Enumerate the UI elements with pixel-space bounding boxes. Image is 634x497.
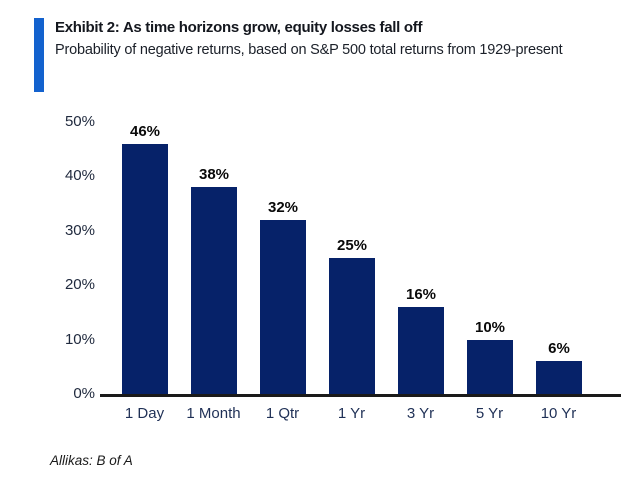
y-tick-label: 0% <box>73 385 95 402</box>
x-category-label: 3 Yr <box>406 405 435 422</box>
bar-column: 16% <box>398 286 444 394</box>
y-tick-label: 20% <box>64 276 95 294</box>
exhibit-accent-bar <box>34 18 44 92</box>
bar-column: 46% <box>122 123 168 394</box>
bar-1-day <box>122 143 168 394</box>
y-tick-label: 10% <box>64 330 95 348</box>
x-category-label: 1 Day <box>124 405 165 422</box>
x-category-label: 1 Qtr <box>265 405 300 422</box>
bar-column: 32% <box>260 199 306 394</box>
exhibit-subtitle: Probability of negative returns, based o… <box>55 42 563 58</box>
bar-1-qtr <box>260 219 306 394</box>
bar-value-label: 10% <box>474 318 506 336</box>
y-tick-label: 30% <box>64 221 95 239</box>
bar-column: 38% <box>191 166 237 394</box>
bar-value-label: 38% <box>198 166 230 184</box>
x-category-label: 10 Yr <box>540 405 577 422</box>
bar-3-yr <box>398 306 444 394</box>
source-note: Allikas: B of A <box>50 453 133 468</box>
x-category-label: 1 Month <box>186 405 241 422</box>
bar-column: 25% <box>329 237 375 394</box>
x-axis: 1 Day 1 Month 1 Qtr 1 Yr 3 Yr 5 Yr 10 Yr <box>110 405 593 422</box>
bar-1-yr <box>329 258 375 394</box>
bar-value-label: 6% <box>548 340 570 358</box>
bar-value-label: 32% <box>267 198 299 216</box>
exhibit-title: Exhibit 2: As time horizons grow, equity… <box>55 19 423 36</box>
y-tick-label: 40% <box>64 167 95 185</box>
bar-1-month <box>191 187 237 394</box>
y-tick-label: 50% <box>64 113 95 130</box>
bar-column: 6% <box>536 340 582 394</box>
bar-5-yr <box>467 339 513 394</box>
bar-value-label: 46% <box>129 122 161 140</box>
bar-value-label: 25% <box>336 237 368 254</box>
bar-value-label: 16% <box>405 285 437 303</box>
bar-column: 10% <box>467 319 513 394</box>
plot-area: 46% 38% 32% 25% 16% 10% 6% <box>100 122 621 397</box>
y-axis: 0% 10% 20% 30% 40% 50% <box>0 108 95 438</box>
bar-10-yr <box>536 361 582 394</box>
x-category-label: 1 Yr <box>337 405 366 422</box>
bar-chart: 0% 10% 20% 30% 40% 50% 46% 38% 32% 25% 16% 10% 6% 1… <box>0 108 634 438</box>
x-category-label: 5 Yr <box>475 405 504 422</box>
